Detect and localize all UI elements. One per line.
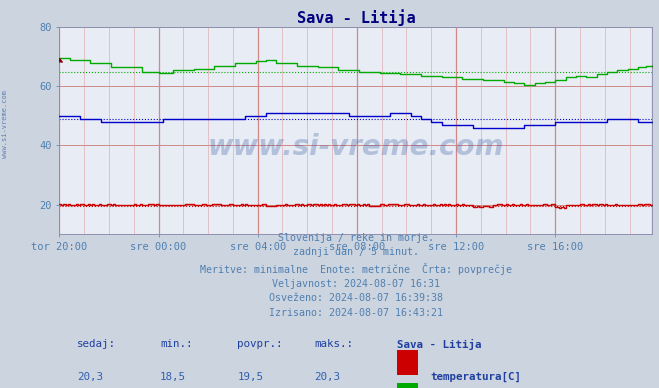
Text: sedaj:: sedaj:	[77, 339, 116, 349]
Bar	[397, 383, 418, 388]
Text: 18,5: 18,5	[160, 372, 186, 382]
Text: www.si-vreme.com: www.si-vreme.com	[208, 133, 504, 161]
Text: povpr.:: povpr.:	[237, 339, 283, 349]
Text: Slovenija / reke in morje.
zadnji dan / 5 minut.
Meritve: minimalne  Enote: metr: Slovenija / reke in morje. zadnji dan / …	[200, 233, 512, 318]
Text: www.si-vreme.com: www.si-vreme.com	[2, 90, 9, 158]
Text: min.:: min.:	[160, 339, 192, 349]
Text: maks.:: maks.:	[314, 339, 353, 349]
Text: 20,3: 20,3	[77, 372, 103, 382]
Title: Sava - Litija: Sava - Litija	[297, 9, 415, 26]
Text: Sava - Litija: Sava - Litija	[397, 339, 482, 350]
Text: 20,3: 20,3	[314, 372, 340, 382]
Text: 19,5: 19,5	[237, 372, 263, 382]
Text: temperatura[C]: temperatura[C]	[430, 372, 521, 382]
Bar	[397, 350, 418, 375]
